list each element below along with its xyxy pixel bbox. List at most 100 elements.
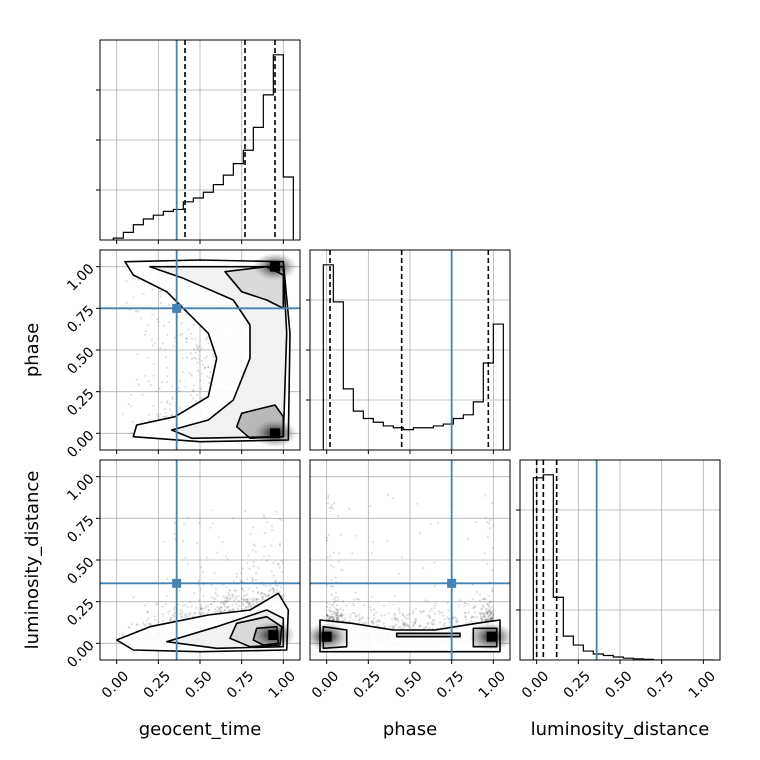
sample-point [398,607,401,610]
sample-point [263,545,266,548]
sample-point [479,617,482,620]
sample-point [474,620,477,624]
sample-point [228,593,231,597]
sample-point [166,595,169,598]
sample-point [277,562,280,565]
sample-point [485,612,489,615]
sample-point [467,611,470,614]
sample-point [358,613,361,616]
sample-point [202,594,205,597]
sample-point [463,611,466,614]
sample-point [241,567,244,570]
sample-point [225,586,228,589]
sample-point [227,599,230,603]
sample-point [489,527,492,530]
sample-point [440,626,443,629]
sample-point [432,622,435,626]
sample-point [439,621,442,624]
sample-point [173,611,176,615]
sample-point [193,592,196,595]
sample-point [411,612,415,615]
sample-point [483,552,486,555]
sample-point [396,618,399,621]
sample-point [156,602,159,605]
sample-point [392,626,395,630]
sample-point [489,618,492,621]
sample-point [337,599,340,602]
sample-point [223,609,227,612]
sample-point [331,604,334,607]
sample-point [216,551,219,554]
sample-point [197,599,200,602]
sample-point [405,623,408,626]
sample-point [484,598,487,601]
sample-point [232,580,236,583]
x-tick-label: 0.25 [141,668,174,701]
sample-point [264,584,267,588]
sample-point [397,572,400,575]
sample-point [327,617,330,620]
y-tick-label: 0.50 [64,554,97,587]
sample-point [336,604,339,607]
sample-point [470,615,473,619]
sample-point [272,587,275,591]
sample-point [490,612,493,615]
sample-point [198,521,201,525]
sample-point [338,619,341,622]
sample-point [490,589,494,593]
sample-point [334,591,338,594]
sample-point [173,606,176,609]
sample-point [247,605,251,609]
sample-point [192,323,195,326]
sample-point [486,603,489,606]
sample-point [160,400,163,404]
sample-point [136,353,139,356]
sample-point [206,612,209,615]
y-axis-label-phase: phase [22,323,43,377]
sample-point [391,627,394,630]
sample-point [277,563,280,566]
sample-point [159,413,162,416]
sample-point [231,608,234,611]
sample-point [224,599,227,602]
sample-point [222,595,225,598]
sample-point [130,623,133,626]
sample-point [332,565,335,569]
sample-point [329,584,332,588]
panel-luminosity_distance-vs-phase [310,460,510,660]
sample-point [371,619,374,623]
sample-point [470,620,473,623]
sample-point [393,625,396,628]
sample-point [492,613,495,617]
sample-point [433,607,436,610]
sample-point [261,595,264,598]
sample-point [166,380,169,384]
sample-point [340,614,343,617]
sample-point [160,289,163,292]
sample-point [278,566,281,569]
sample-point [191,357,194,360]
sample-point [329,617,332,620]
sample-point [478,599,481,602]
sample-point [190,605,193,608]
sample-point [159,301,162,305]
sample-point [334,599,337,602]
contour-line [235,404,285,440]
sample-point [154,618,157,621]
sample-point [237,595,240,598]
sample-point [236,607,240,610]
sample-point [228,589,231,592]
y-tick-label: 0.50 [64,344,97,377]
sample-point [194,351,197,354]
sample-point [200,359,203,362]
sample-point [199,607,202,611]
sample-point [485,610,488,613]
sample-point [356,597,359,601]
contour-line [319,619,501,653]
sample-point [229,598,232,601]
sample-point [251,577,254,580]
sample-point [193,384,196,387]
density-peak-core [321,631,332,642]
sample-point [256,592,259,595]
sample-point [146,324,149,327]
